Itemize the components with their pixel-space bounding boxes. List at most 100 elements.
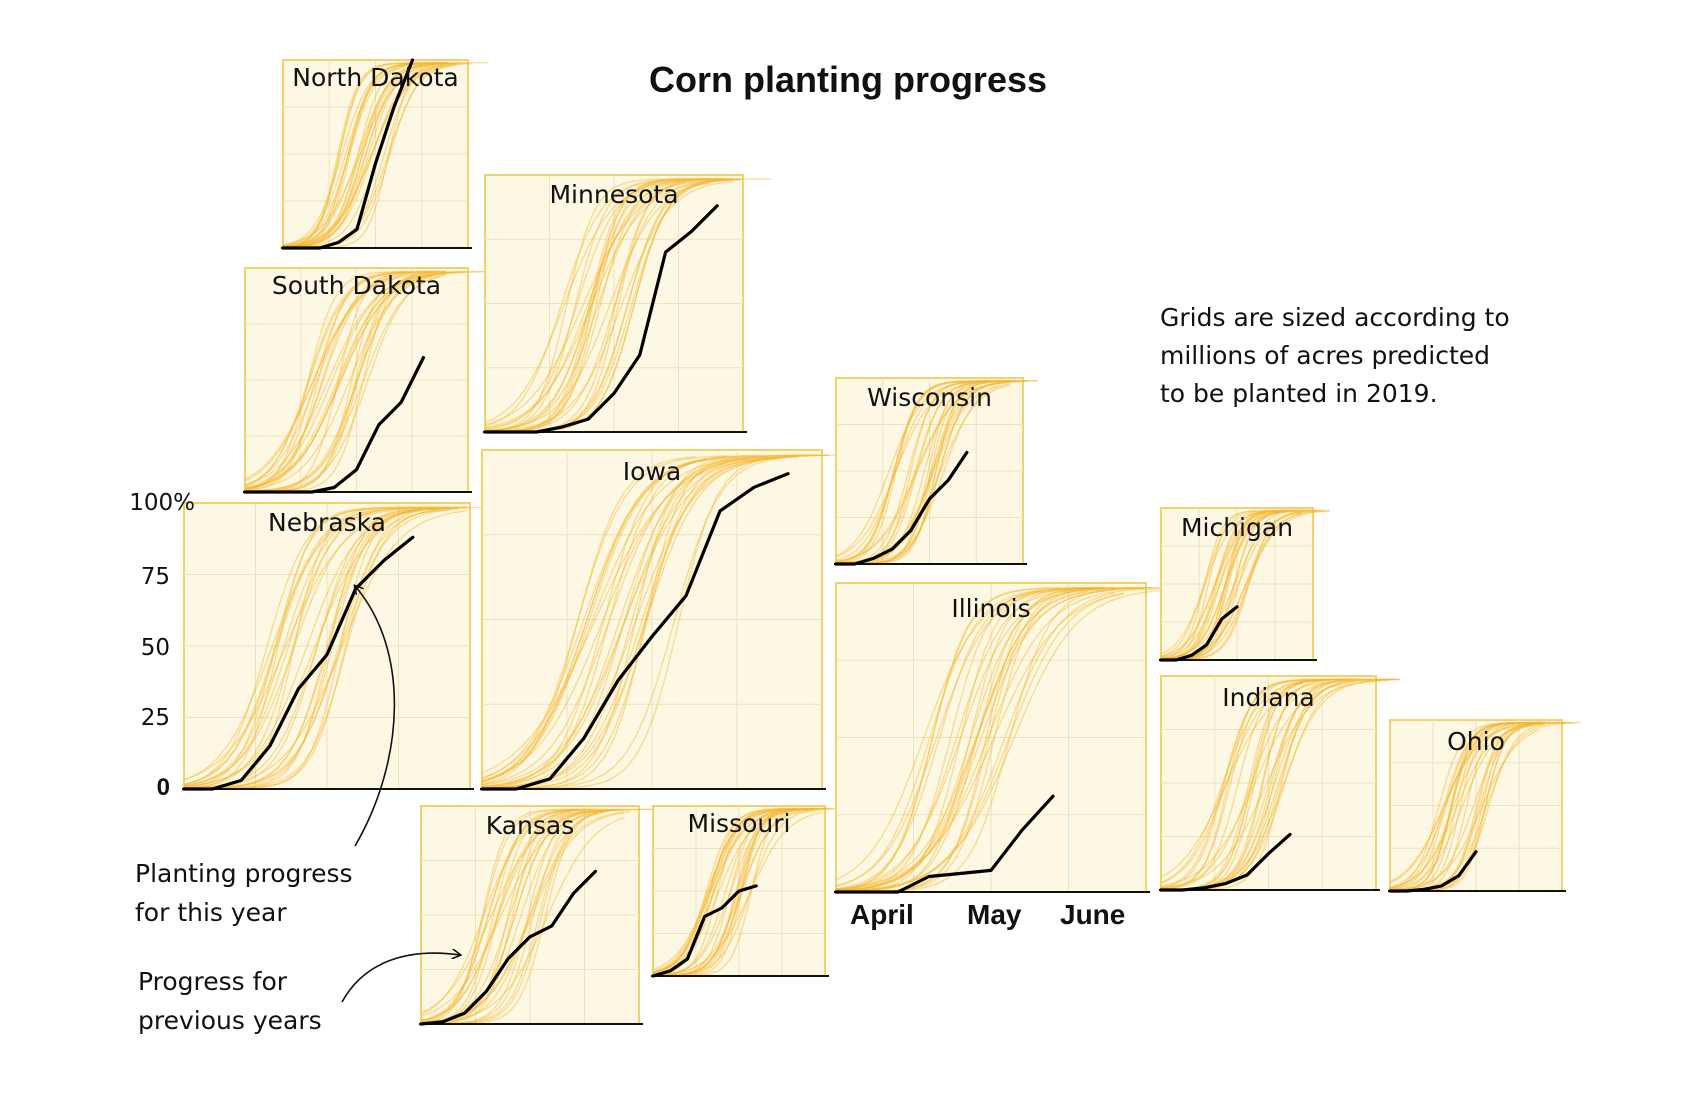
previous-year-line: [481, 454, 829, 790]
previous-year-line: [183, 506, 416, 789]
y-tick-75: 75: [141, 564, 170, 590]
previous-year-line: [1160, 510, 1285, 658]
previous-year-line: [1160, 678, 1342, 884]
previous-year-line: [1160, 679, 1387, 889]
previous-year-line: [484, 178, 725, 432]
panel-nebraska: Nebraska: [182, 502, 493, 791]
previous-year-line: [484, 178, 710, 433]
previous-year-line: [282, 62, 411, 248]
previous-year-line: [652, 809, 777, 974]
panel-illinois-this-year-line: [834, 794, 1055, 894]
panel-north-dakota-label: North Dakota: [292, 63, 458, 92]
panel-wisconsin: Wisconsin: [834, 377, 1038, 566]
previous-year-line: [484, 178, 733, 433]
previous-year-line: [1389, 725, 1514, 889]
previous-year-line: [835, 380, 971, 563]
previous-year-line: [481, 454, 819, 789]
state-panels: North Dakota South Dakota Minnesota Nebrask…: [182, 58, 1581, 1026]
previous-year-line: [1389, 721, 1545, 892]
previous-year-line: [282, 62, 439, 249]
panel-kansas: Kansas: [419, 805, 663, 1026]
previous-year-line: [183, 507, 442, 787]
previous-year-line: [420, 817, 624, 1024]
previous-year-line: [481, 458, 707, 783]
previous-year-line: [484, 180, 733, 432]
previous-year-line: [1389, 722, 1514, 892]
previous-year-line: [1160, 511, 1266, 655]
previous-year-line: [1160, 681, 1329, 878]
previous-year-line: [244, 271, 460, 490]
previous-year-line: [1160, 678, 1323, 890]
previous-year-line: [244, 275, 400, 482]
previous-year-line: [835, 588, 1181, 892]
previous-year-line: [835, 591, 1088, 892]
previous-year-line: [244, 270, 446, 493]
previous-year-line: [244, 271, 440, 490]
previous-year-line: [652, 807, 819, 977]
previous-year-line: [481, 455, 727, 783]
previous-year-line: [835, 588, 1106, 890]
previous-year-line: [183, 506, 442, 786]
previous-year-line: [282, 63, 428, 249]
previous-year-line: [652, 807, 819, 977]
previous-year-line: [835, 589, 1041, 887]
previous-year-line: [484, 179, 718, 430]
panel-kansas-label: Kansas: [486, 811, 575, 840]
previous-year-line: [244, 273, 419, 481]
previous-year-line: [1160, 681, 1336, 889]
panel-north-dakota-this-year-line: [281, 58, 415, 250]
panel-wisconsin-label: Wisconsin: [867, 383, 992, 412]
previous-year-line: [1160, 679, 1303, 888]
previous-year-line: [244, 274, 446, 493]
previous-year-line: [1161, 509, 1321, 661]
previous-year-line: [835, 587, 1060, 891]
previous-year-line: [481, 456, 738, 780]
previous-year-line: [420, 808, 598, 1024]
panel-illinois-grid: [836, 583, 1146, 892]
panel-south-dakota-this-year-line: [243, 356, 425, 494]
previous-year-line: [835, 380, 982, 557]
size-note: Grids are sized according to millions of…: [1160, 303, 1518, 408]
previous-year-line: [420, 811, 605, 1025]
previous-year-line: [1160, 511, 1303, 660]
annotation-this-year-line-1: Planting progress: [135, 859, 353, 888]
previous-year-line: [835, 587, 1116, 891]
previous-year-line: [183, 512, 373, 781]
previous-year-line: [481, 456, 758, 790]
previous-year-line: [420, 809, 631, 1024]
previous-year-line: [484, 179, 741, 429]
previous-year-line: [282, 62, 417, 249]
previous-year-line: [1160, 511, 1285, 659]
previous-year-line: [1389, 722, 1545, 890]
panel-nebraska-this-year-line: [182, 535, 415, 791]
previous-year-line: [244, 271, 453, 488]
previous-year-line: [835, 592, 1125, 892]
size-note-line-2: millions of acres predicted: [1160, 341, 1490, 370]
previous-year-line: [1161, 509, 1316, 661]
previous-year-line: [1389, 723, 1535, 889]
previous-year-line: [652, 808, 788, 973]
previous-year-line: [282, 62, 444, 248]
previous-year-line: [484, 178, 679, 427]
panel-ohio: Ohio: [1388, 719, 1581, 893]
panel-missouri-previous-years: [652, 807, 844, 977]
annotation-previous-text: Progress for previous years: [138, 967, 322, 1035]
panel-north-dakota-grid: [283, 60, 468, 248]
previous-year-line: [1389, 722, 1566, 892]
previous-year-line: [183, 507, 382, 786]
panel-south-dakota-previous-years: [244, 270, 486, 493]
previous-year-line: [652, 809, 767, 975]
y-axis-ticks: 100% 75 50 25 0: [129, 490, 195, 801]
previous-year-line: [244, 271, 413, 487]
previous-year-line: [282, 62, 428, 248]
panel-ohio-label: Ohio: [1447, 727, 1505, 756]
x-tick-june: June: [1060, 899, 1125, 930]
panel-kansas-grid: [421, 806, 639, 1024]
panel-south-dakota-grid: [245, 268, 468, 492]
panel-ohio-this-year-line: [1388, 850, 1478, 893]
previous-year-line: [835, 587, 1078, 890]
size-note-line-3: to be planted in 2019.: [1160, 379, 1438, 408]
previous-year-line: [1160, 510, 1257, 660]
previous-year-line: [652, 808, 788, 974]
previous-year-line: [652, 808, 798, 977]
